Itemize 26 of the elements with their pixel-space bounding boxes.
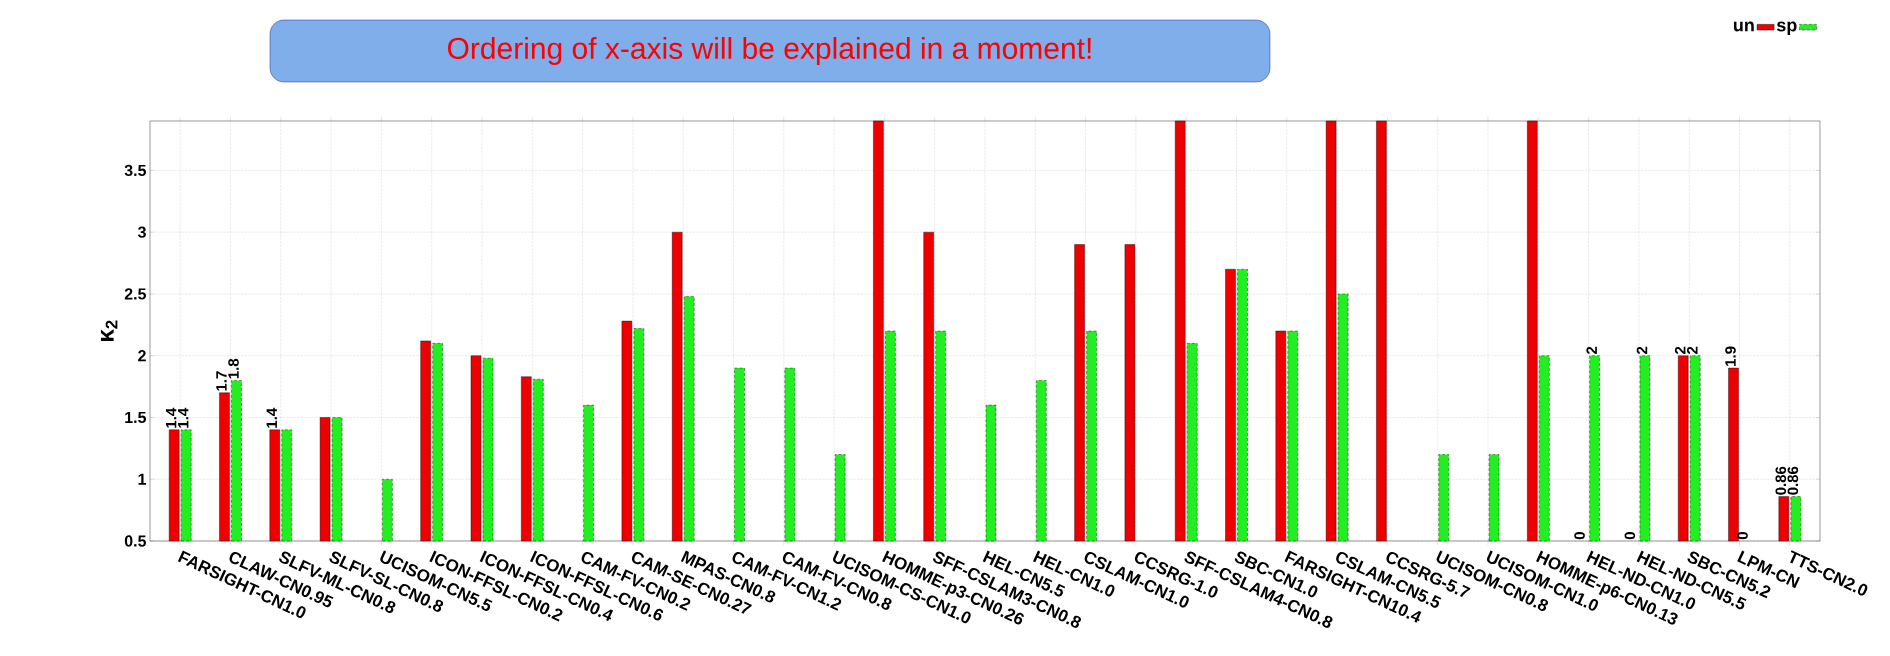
text: 0 xyxy=(1624,532,1636,540)
y-tick-label: 3.5 xyxy=(124,164,147,177)
data-label: 1.9 xyxy=(1725,346,1736,366)
data-label: 1.4 xyxy=(165,407,177,428)
y-tick-label: 2.5 xyxy=(124,288,147,300)
text: Ordering of x-axis will be explained in a moment! xyxy=(447,37,1091,65)
data-label: 1.4 xyxy=(266,407,277,428)
data-label: 0.86 xyxy=(1787,466,1799,495)
y-tick-label: 1 xyxy=(138,473,147,485)
text: 0 xyxy=(1737,532,1748,540)
y-tick-label: 2 xyxy=(138,350,146,362)
data-label: 1.4 xyxy=(178,407,189,428)
data-label: 2 xyxy=(1687,346,1698,354)
text: 0 xyxy=(1574,532,1585,540)
data-label: 2 xyxy=(1636,346,1648,354)
legend-label: sp xyxy=(1776,21,1797,36)
data-label: 2 xyxy=(1674,346,1686,354)
legend-label: un xyxy=(1733,21,1754,32)
y-tick-label: 1.5 xyxy=(125,411,147,424)
data-label: 1.8 xyxy=(228,358,239,379)
y-tick-label: 3 xyxy=(137,226,146,238)
y-tick-label: 0.5 xyxy=(124,535,147,547)
data-label: 1.7 xyxy=(216,371,227,391)
data-label: 0.86 xyxy=(1775,466,1787,495)
data-label: 2 xyxy=(1586,346,1597,354)
y-axis-title: κ$_{2}$ xyxy=(100,320,118,341)
